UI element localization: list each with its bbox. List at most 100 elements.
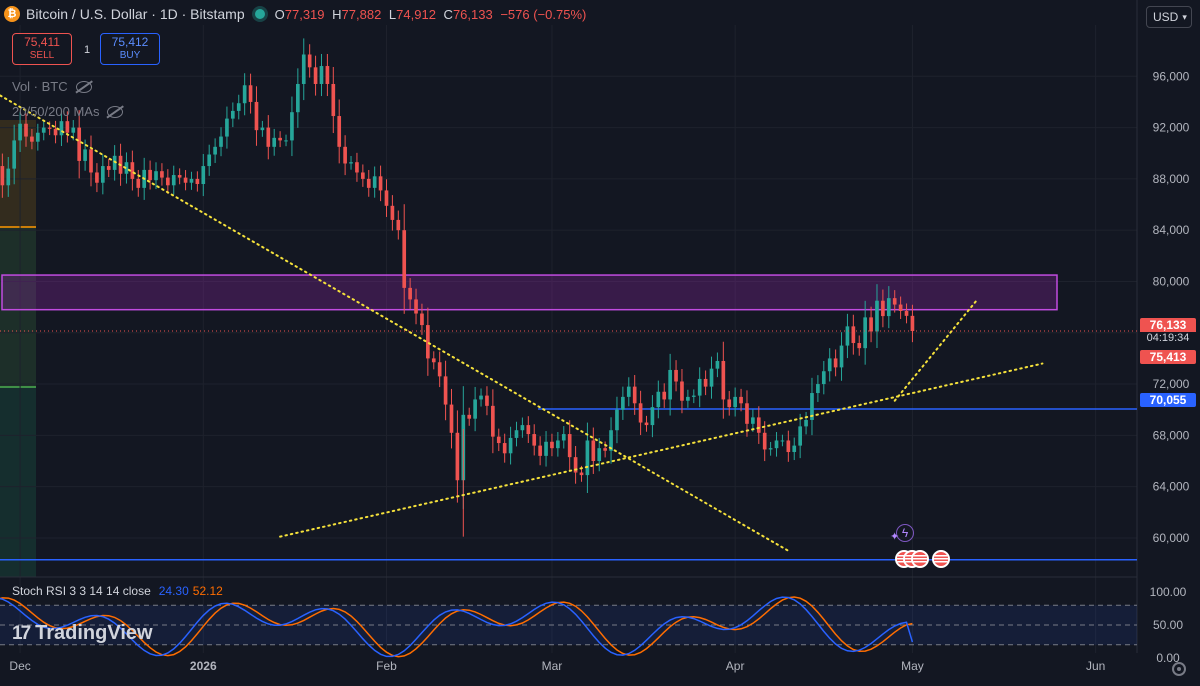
candle-body [496, 436, 501, 444]
volume-profile-bar [0, 387, 36, 577]
candle [656, 380, 661, 419]
candle-body [833, 358, 838, 368]
candle-body [165, 177, 170, 186]
candle [762, 421, 767, 462]
candle [59, 110, 64, 146]
us-flag-icon[interactable] [911, 550, 929, 568]
candle-body [260, 127, 265, 131]
candle-body [839, 345, 844, 368]
candle-body [171, 175, 176, 186]
bitcoin-icon: ₿ [4, 6, 20, 22]
candle [526, 416, 531, 443]
candle [106, 158, 111, 178]
candle-body [95, 172, 99, 183]
us-flag-icon[interactable] [932, 550, 950, 568]
candle-body [727, 399, 732, 408]
candle [431, 351, 436, 370]
candle [644, 415, 649, 432]
candle [77, 110, 82, 179]
candle-body [378, 176, 383, 191]
candle [638, 390, 643, 436]
candle [780, 434, 785, 447]
candle-body [473, 399, 477, 419]
currency-select[interactable]: USD ▾ [1146, 6, 1192, 28]
candle-body [231, 110, 235, 119]
candle-body [106, 166, 111, 170]
horizontal-line-label: 70,055 [1140, 393, 1196, 407]
lightning-icon[interactable]: ϟ [896, 524, 914, 542]
hidden-eye-icon[interactable] [107, 105, 124, 118]
candle-body [621, 396, 625, 410]
symbol-title[interactable]: Bitcoin / U.S. Dollar · 1D · Bitstamp [26, 6, 245, 22]
candle-body [343, 146, 347, 164]
chevron-down-icon: ▾ [1182, 11, 1187, 22]
candle [18, 112, 22, 153]
sell-button[interactable]: 75,411 SELL [12, 33, 72, 65]
candle [502, 433, 507, 463]
volume-profile-bar [0, 227, 36, 387]
candle-body [30, 136, 34, 142]
stoch-d-line [0, 596, 913, 658]
candle [869, 306, 873, 343]
y-tick-label: 72,000 [1153, 377, 1190, 391]
candle [538, 436, 542, 466]
candle-body [863, 317, 867, 349]
candle [390, 195, 395, 231]
candle-body [875, 300, 879, 332]
candle-body [544, 441, 548, 456]
settings-gear-icon[interactable] [1172, 662, 1186, 676]
candle [668, 353, 672, 416]
candle-body [798, 426, 802, 446]
candle-body [12, 140, 17, 169]
buy-button[interactable]: 75,412 BUY [100, 33, 160, 65]
candle [414, 288, 418, 325]
candle-body [77, 127, 82, 161]
candle-body [626, 386, 631, 397]
candle-body [59, 121, 64, 136]
x-tick-label: Jun [1086, 659, 1105, 673]
candle-body [254, 101, 259, 131]
candle [455, 410, 460, 503]
candle-body [366, 178, 371, 188]
tradingview-logo[interactable]: 17 TradingView [12, 622, 153, 644]
candle [278, 131, 282, 148]
candle [183, 170, 188, 191]
candle [165, 169, 170, 194]
candle-body [881, 300, 885, 317]
candle [520, 417, 525, 438]
candle-body [225, 118, 229, 137]
y-tick-label: 96,000 [1153, 69, 1190, 83]
candle [100, 154, 105, 195]
candle-countdown: 04:19:34 [1140, 332, 1196, 344]
candle-body [290, 112, 294, 141]
candle [845, 313, 850, 359]
stoch-k-line [0, 596, 914, 658]
candle-body [24, 123, 28, 137]
candle [532, 424, 537, 456]
candle-body [100, 166, 105, 183]
candle [816, 375, 820, 402]
candle [745, 390, 749, 437]
candle [556, 432, 560, 457]
ma-indicator-legend[interactable]: 20/50/200 MAs [12, 104, 124, 119]
candle-body [910, 315, 915, 332]
stoch-rsi-legend[interactable]: Stoch RSI 3 3 14 14 close 24.30 52.12 [12, 584, 223, 598]
candle-body [236, 103, 241, 111]
candle [597, 437, 602, 472]
volume-indicator-legend[interactable]: Vol · BTC [12, 79, 92, 94]
candle-body [272, 137, 277, 147]
candle-body [361, 172, 365, 179]
candle [786, 430, 791, 462]
candle [296, 68, 300, 128]
candle [550, 433, 554, 457]
resistance-zone [1, 274, 1058, 311]
candle-body [313, 67, 318, 84]
candle [396, 210, 401, 240]
candle-body [520, 425, 525, 431]
candle [479, 388, 483, 407]
hidden-eye-icon[interactable] [75, 80, 92, 93]
candle [496, 428, 501, 452]
candle-body [148, 169, 152, 181]
candle [674, 360, 678, 392]
